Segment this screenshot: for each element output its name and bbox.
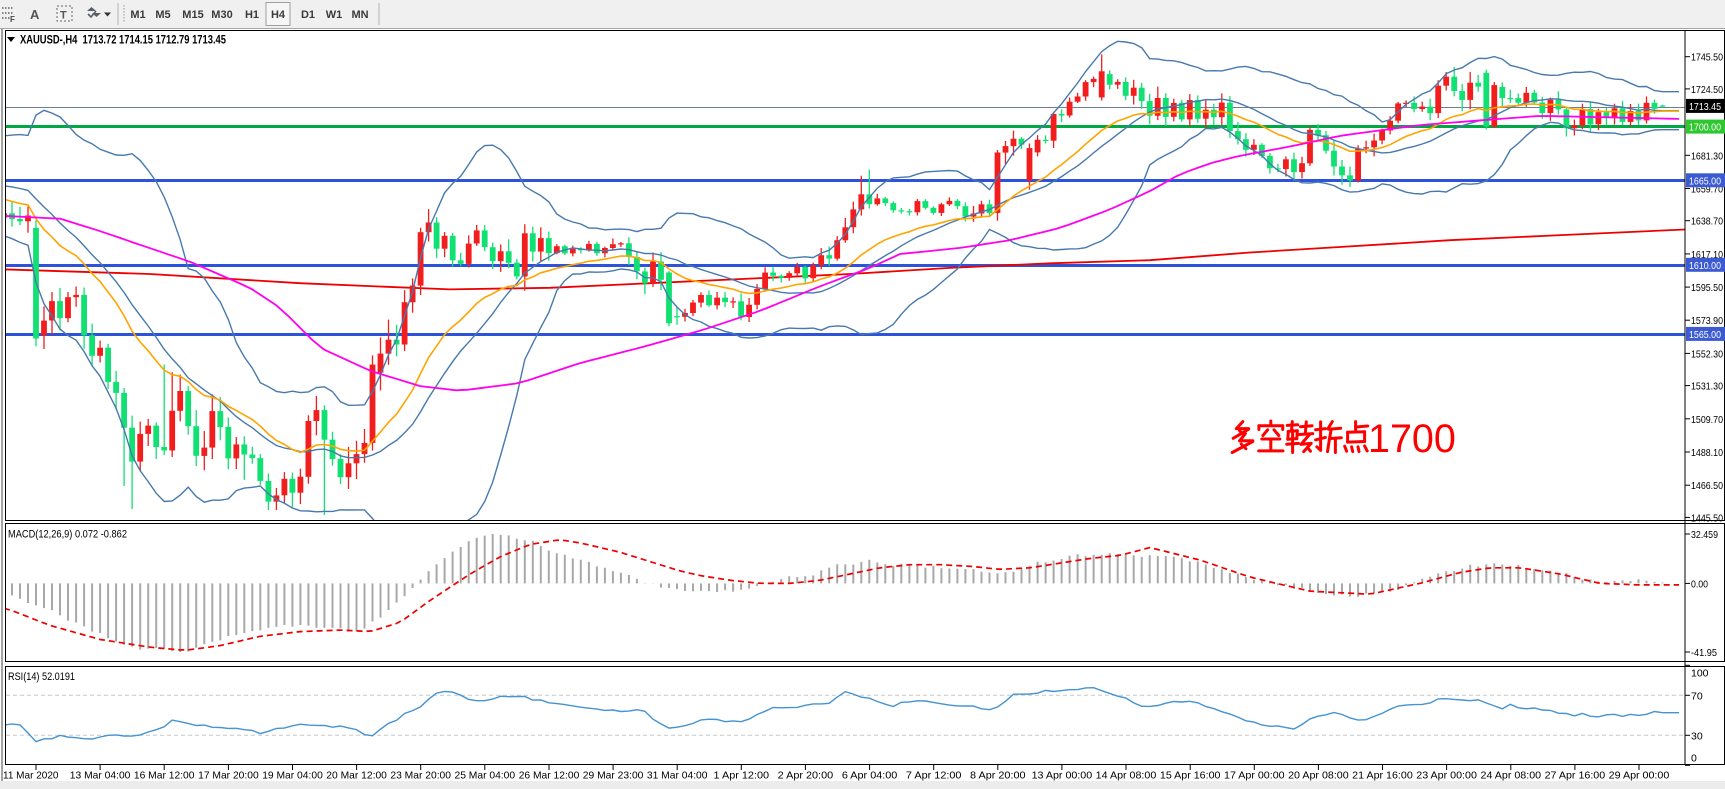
svg-text:14 Apr 08:00: 14 Apr 08:00	[1096, 770, 1157, 782]
svg-text:1610.00: 1610.00	[1689, 260, 1721, 272]
svg-text:1466.50: 1466.50	[1691, 480, 1723, 492]
svg-text:1531.30: 1531.30	[1691, 381, 1723, 393]
svg-text:1445.50: 1445.50	[1691, 512, 1723, 524]
svg-text:1700: 1700	[1368, 417, 1456, 461]
svg-text:1573.90: 1573.90	[1691, 315, 1723, 327]
svg-text:27 Apr 16:00: 27 Apr 16:00	[1545, 770, 1606, 782]
svg-text:23 Mar 20:00: 23 Mar 20:00	[390, 770, 451, 782]
svg-text:1552.30: 1552.30	[1691, 348, 1723, 360]
svg-text:15 Apr 16:00: 15 Apr 16:00	[1160, 770, 1221, 782]
svg-text:17 Mar 20:00: 17 Mar 20:00	[198, 770, 259, 782]
svg-text:RSI(14) 52.0191: RSI(14) 52.0191	[8, 671, 75, 683]
svg-text:1745.50: 1745.50	[1691, 52, 1723, 64]
svg-text:1700.00: 1700.00	[1689, 122, 1721, 134]
svg-text:1665.00: 1665.00	[1689, 175, 1721, 187]
svg-text:M30: M30	[211, 9, 232, 21]
svg-text:1724.50: 1724.50	[1691, 84, 1723, 96]
svg-text:MACD(12,26,9) 0.072 -0.862: MACD(12,26,9) 0.072 -0.862	[8, 529, 127, 541]
svg-text:1681.30: 1681.30	[1691, 150, 1723, 162]
svg-text:W1: W1	[326, 9, 343, 21]
svg-text:17 Apr 00:00: 17 Apr 00:00	[1224, 770, 1285, 782]
svg-text:24 Apr 08:00: 24 Apr 08:00	[1481, 770, 1542, 782]
svg-text:70: 70	[1691, 690, 1703, 702]
svg-text:M15: M15	[182, 9, 203, 21]
svg-text:19 Mar 04:00: 19 Mar 04:00	[262, 770, 323, 782]
svg-text:1 Apr 12:00: 1 Apr 12:00	[714, 770, 770, 782]
svg-text:H1: H1	[245, 9, 259, 21]
svg-text:26 Mar 12:00: 26 Mar 12:00	[519, 770, 580, 782]
svg-text:XAUUSD-,H4 1713.72 1714.15 17: XAUUSD-,H4 1713.72 1714.15 1712.79 1713.…	[20, 35, 226, 47]
svg-text:2 Apr 20:00: 2 Apr 20:00	[778, 770, 834, 782]
svg-text:M5: M5	[155, 9, 170, 21]
svg-text:30: 30	[1691, 730, 1703, 742]
svg-text:1488.10: 1488.10	[1691, 447, 1723, 459]
svg-text:F: F	[10, 15, 15, 24]
svg-text:16 Mar 12:00: 16 Mar 12:00	[134, 770, 195, 782]
svg-text:23 Apr 00:00: 23 Apr 00:00	[1416, 770, 1477, 782]
svg-text:8 Apr 20:00: 8 Apr 20:00	[970, 770, 1026, 782]
svg-text:13 Apr 00:00: 13 Apr 00:00	[1032, 770, 1093, 782]
svg-text:32.459: 32.459	[1691, 529, 1718, 541]
svg-text:D1: D1	[301, 9, 315, 21]
svg-text:20 Mar 12:00: 20 Mar 12:00	[326, 770, 387, 782]
svg-text:-41.95: -41.95	[1691, 647, 1717, 659]
svg-text:M1: M1	[130, 9, 145, 21]
svg-text:29 Apr 00:00: 29 Apr 00:00	[1609, 770, 1670, 782]
svg-text:11 Mar 2020: 11 Mar 2020	[3, 770, 59, 782]
svg-text:A: A	[30, 7, 40, 22]
svg-text:H4: H4	[271, 9, 286, 21]
svg-text:100: 100	[1691, 667, 1709, 679]
svg-text:T: T	[60, 10, 67, 22]
svg-text:6 Apr 04:00: 6 Apr 04:00	[842, 770, 898, 782]
svg-text:0: 0	[1691, 752, 1697, 764]
svg-text:25 Mar 04:00: 25 Mar 04:00	[455, 770, 516, 782]
svg-text:21 Apr 16:00: 21 Apr 16:00	[1352, 770, 1413, 782]
svg-text:31 Mar 04:00: 31 Mar 04:00	[647, 770, 708, 782]
svg-text:13 Mar 04:00: 13 Mar 04:00	[70, 770, 131, 782]
svg-text:29 Mar 23:00: 29 Mar 23:00	[583, 770, 644, 782]
svg-text:1509.70: 1509.70	[1691, 414, 1723, 426]
svg-text:0.00: 0.00	[1691, 578, 1708, 590]
svg-text:1595.50: 1595.50	[1691, 282, 1723, 294]
svg-text:7 Apr 12:00: 7 Apr 12:00	[906, 770, 962, 782]
svg-text:1565.00: 1565.00	[1689, 329, 1721, 341]
svg-text:20 Apr 08:00: 20 Apr 08:00	[1288, 770, 1349, 782]
svg-text:1638.70: 1638.70	[1691, 216, 1723, 228]
svg-text:1713.45: 1713.45	[1689, 101, 1721, 113]
svg-text:MN: MN	[351, 9, 368, 21]
